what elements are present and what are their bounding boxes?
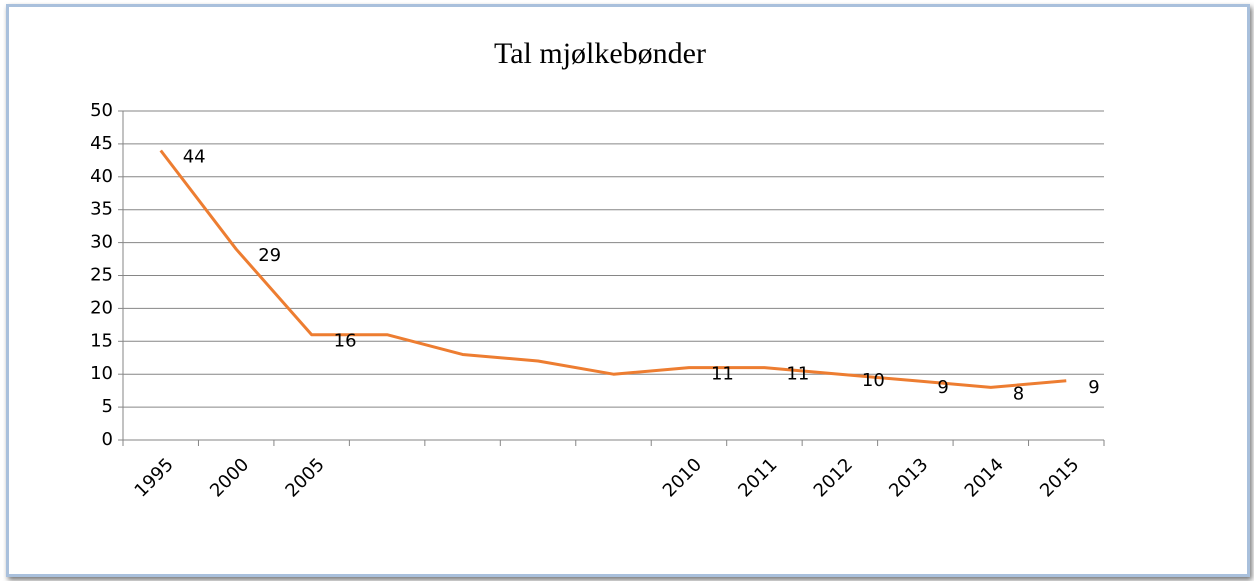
x-tick-label: 2010	[659, 454, 706, 501]
x-tick-label: 1995	[131, 454, 178, 501]
data-label: 11	[786, 364, 809, 385]
data-label: 9	[1088, 377, 1099, 398]
data-label: 10	[862, 370, 885, 391]
y-tick-label: 20	[90, 297, 113, 318]
line	[159, 149, 1067, 389]
x-tick-label: 2013	[885, 454, 932, 501]
y-tick-label: 25	[90, 265, 113, 286]
data-label: 44	[183, 146, 206, 167]
data-label: 16	[334, 331, 357, 352]
data-label: 8	[1013, 383, 1024, 404]
data-label: 29	[258, 245, 281, 266]
x-tick-label: 2012	[810, 454, 857, 501]
y-tick-label: 50	[90, 100, 113, 121]
chart-frame	[6, 4, 1250, 577]
data-label: 9	[937, 377, 948, 398]
x-tick-label: 2000	[206, 454, 253, 501]
chart-title: Tal mjølkebønder	[494, 37, 706, 70]
y-tick-label: 5	[102, 396, 113, 417]
x-tick-label: 2011	[734, 454, 781, 501]
x-tick-label: 2015	[1036, 454, 1083, 501]
y-tick-label: 45	[90, 133, 113, 154]
x-tick-label: 2005	[281, 454, 328, 501]
y-tick-label: 0	[102, 429, 113, 450]
data-label: 11	[711, 364, 734, 385]
y-tick-label: 15	[90, 330, 113, 351]
y-tick-label: 35	[90, 199, 113, 220]
y-tick-label: 40	[90, 166, 113, 187]
y-tick-label: 30	[90, 232, 113, 253]
x-tick-label: 2014	[961, 454, 1008, 501]
y-tick-label: 10	[90, 363, 113, 384]
